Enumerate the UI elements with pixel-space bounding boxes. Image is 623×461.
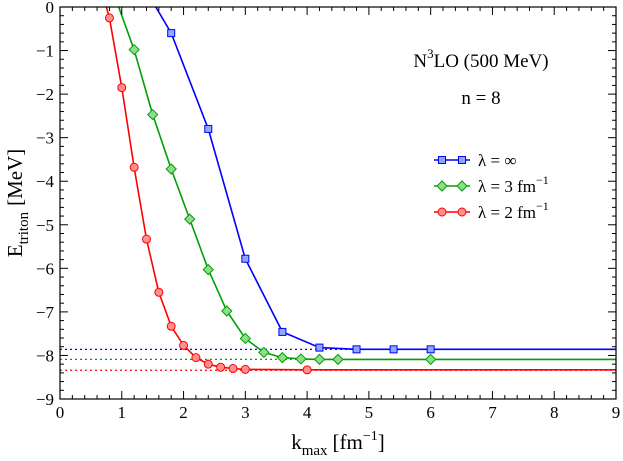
data-point-lambda-2 xyxy=(166,321,176,331)
x-tick-label: 4 xyxy=(303,403,312,422)
data-point-lambda-3 xyxy=(128,43,140,56)
series-markers xyxy=(104,13,437,375)
data-point-lambda-2 xyxy=(141,234,151,244)
data-point-lambda-2 xyxy=(216,362,226,372)
y-tick-label: −3 xyxy=(36,129,54,148)
x-tick-label: 7 xyxy=(488,403,497,422)
y-tick-label: −1 xyxy=(36,42,54,61)
x-tick-label: 6 xyxy=(426,403,435,422)
y-tick-label: −5 xyxy=(36,216,54,235)
legend: λ = ∞ λ = 3 fm−1 λ = 2 fm−1 xyxy=(434,151,549,222)
data-point-lambda-infinity xyxy=(167,29,176,38)
data-point-lambda-infinity xyxy=(352,345,361,354)
data-point-lambda-2 xyxy=(203,359,213,369)
data-point-lambda-3 xyxy=(313,353,326,366)
data-point-lambda-3 xyxy=(221,305,233,317)
legend-entry-lambda-infinity: λ = ∞ xyxy=(434,151,516,170)
data-point-lambda-3 xyxy=(202,263,214,276)
data-point-lambda-3 xyxy=(146,108,159,121)
annotation-line2: n = 8 xyxy=(461,88,500,109)
legend-label-lambda-infinity: λ = ∞ xyxy=(478,151,516,170)
series-line-lambda-infinity xyxy=(155,7,616,351)
data-point-lambda-3 xyxy=(239,332,252,345)
data-point-lambda-infinity xyxy=(241,254,250,263)
data-point-lambda-infinity xyxy=(426,345,435,354)
data-point-lambda-infinity xyxy=(315,343,324,352)
x-tick-label: 2 xyxy=(179,403,188,422)
x-tick-label: 9 xyxy=(612,403,621,422)
data-point-lambda-2 xyxy=(129,162,139,172)
x-tick-label: 5 xyxy=(365,403,374,422)
y-tick-label: −9 xyxy=(36,390,54,409)
annotation-line1: N3LO (500 MeV) xyxy=(413,46,548,72)
y-tick-label: −7 xyxy=(36,303,55,322)
axis-ticks: 0 1 2 3 4 5 6 7 8 9 0 −1 −2 −3 −4 −5 −6 −7 −8 −9 xyxy=(36,0,620,422)
legend-label-lambda-2: λ = 2 fm−1 xyxy=(478,199,549,222)
y-tick-label: −2 xyxy=(36,85,54,104)
data-point-lambda-2 xyxy=(104,13,114,23)
legend-marker-circle xyxy=(437,207,447,217)
data-point-lambda-3 xyxy=(424,353,437,366)
data-point-lambda-3 xyxy=(165,163,177,175)
data-point-lambda-3 xyxy=(295,353,307,365)
y-tick-label: 0 xyxy=(46,0,55,17)
legend-entry-lambda-3: λ = 3 fm−1 xyxy=(434,173,549,196)
plot-frame xyxy=(59,6,617,400)
data-point-lambda-2 xyxy=(240,364,250,374)
data-point-lambda-2 xyxy=(228,364,238,374)
data-point-lambda-infinity xyxy=(389,345,398,354)
legend-marker-circle xyxy=(457,207,467,217)
data-point-lambda-3 xyxy=(258,346,270,359)
legend-marker-diamond xyxy=(456,180,468,192)
data-point-lambda-2 xyxy=(302,365,312,375)
y-tick-label: −4 xyxy=(36,172,55,191)
x-tick-label: 0 xyxy=(56,403,65,422)
legend-marker-square xyxy=(458,156,466,164)
legend-label-lambda-3: λ = 3 fm−1 xyxy=(478,173,549,196)
x-tick-label: 8 xyxy=(550,403,559,422)
data-point-lambda-3 xyxy=(276,351,289,364)
y-tick-label: −6 xyxy=(36,259,54,278)
legend-entry-lambda-2: λ = 2 fm−1 xyxy=(434,199,549,222)
data-point-lambda-2 xyxy=(179,340,189,350)
data-point-lambda-infinity xyxy=(278,327,287,336)
x-tick-label: 1 xyxy=(118,403,127,422)
y-axis-label: Etriton[MeV] xyxy=(3,149,32,257)
data-point-lambda-2 xyxy=(154,287,164,297)
data-point-lambda-3 xyxy=(332,353,344,366)
data-point-lambda-infinity xyxy=(204,124,213,133)
data-point-lambda-3 xyxy=(184,213,196,225)
x-axis-label: kmax [fm−1] xyxy=(291,429,385,459)
legend-marker-square xyxy=(438,156,446,164)
y-tick-label: −8 xyxy=(36,346,54,365)
data-point-lambda-2 xyxy=(191,353,201,363)
x-tick-label: 3 xyxy=(241,403,250,422)
legend-marker-diamond xyxy=(436,180,448,192)
data-point-lambda-2 xyxy=(117,83,127,93)
